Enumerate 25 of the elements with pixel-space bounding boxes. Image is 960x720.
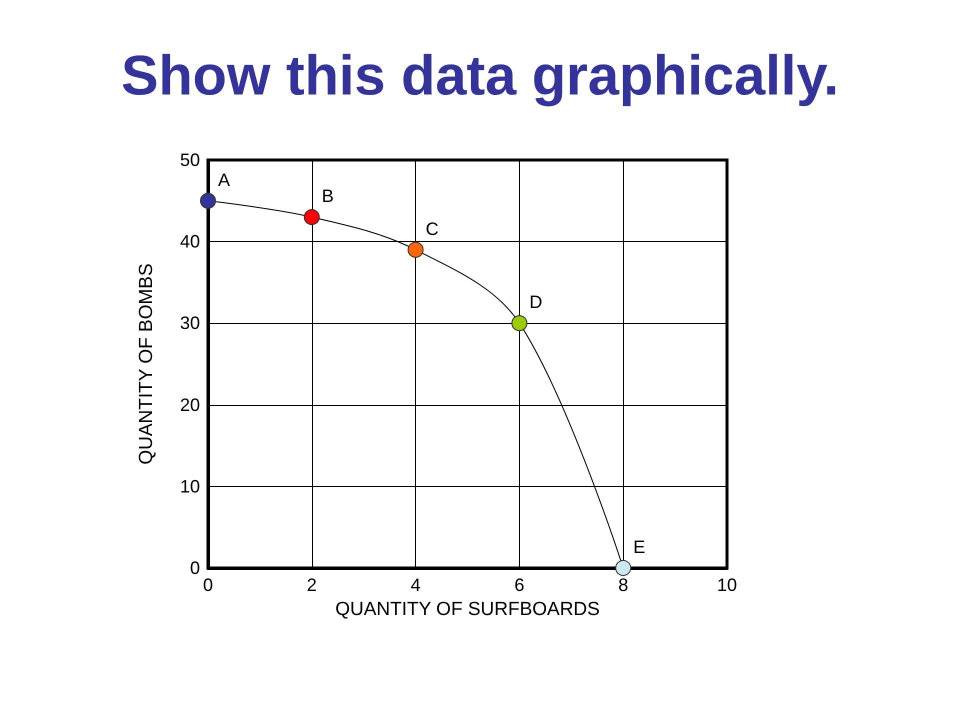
x-tick-label: 10 [716,575,738,595]
annotation: D [529,292,542,312]
x-tick-label: 8 [618,575,628,595]
x-tick-label: 6 [514,575,524,595]
y-axis-title: QUANTITY OF BOMBS [136,263,157,465]
annotation: E [633,537,646,557]
y-tick-label: 40 [180,232,200,252]
point [408,242,424,258]
x-tick-label: 2 [306,575,317,595]
y-tick-label: 20 [180,394,200,415]
y-tick-label: 10 [180,476,200,496]
x-axis-title: QUANTITY OF SURFBOARDS [335,599,600,620]
y-tick-label: 30 [180,313,200,334]
annotation: A [218,170,230,190]
annotation: C [426,218,439,239]
point [200,192,216,209]
x-tick-label: 0 [202,575,214,595]
chart-title: Show this data graphically. [121,44,839,106]
x-tick-label: 4 [410,575,421,595]
point [615,560,632,576]
point [304,209,320,226]
annotation: B [322,186,334,206]
y-tick-label: 50 [180,150,200,170]
point [511,315,528,332]
y-tick-label: 0 [190,558,200,578]
